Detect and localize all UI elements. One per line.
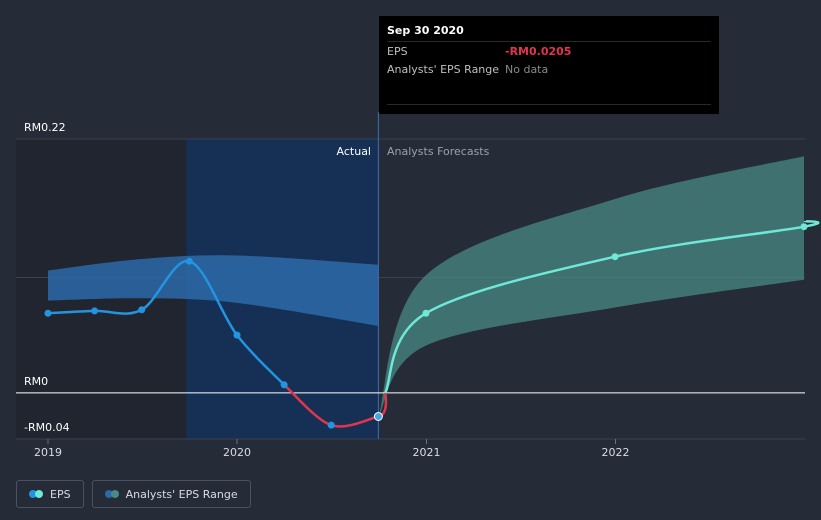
tooltip: Sep 30 2020 EPS -RM0.0205 Analysts' EPS … [379, 16, 719, 114]
analysts-eps-range-area [378, 156, 804, 417]
x-tick-label: 2022 [602, 446, 630, 459]
eps-actual-point[interactable] [280, 381, 288, 389]
eps-actual-point[interactable] [138, 306, 146, 314]
x-tick-label: 2019 [34, 446, 62, 459]
tooltip-date: Sep 30 2020 [387, 24, 464, 37]
eps-legend-icon [29, 490, 43, 498]
eps-actual-point[interactable] [233, 331, 241, 339]
legend-eps-label: EPS [50, 487, 71, 501]
eps-forecast-point[interactable] [800, 223, 808, 231]
tooltip-range-value: No data [505, 63, 549, 76]
forecast-label: Analysts Forecasts [387, 145, 490, 158]
eps-actual-point[interactable] [44, 309, 52, 317]
x-tick-label: 2020 [223, 446, 251, 459]
legend-range-button[interactable]: Analysts' EPS Range [91, 480, 251, 508]
tooltip-range-label: Analysts' EPS Range [387, 63, 500, 76]
legend-eps-button[interactable]: EPS [16, 480, 84, 508]
tooltip-eps-label: EPS [387, 45, 408, 58]
eps-actual-point[interactable] [185, 257, 193, 265]
eps-actual-point[interactable] [373, 412, 383, 421]
eps-forecast-line [384, 219, 820, 394]
legend: EPS Analysts' EPS Range [16, 480, 251, 508]
eps-actual-point[interactable] [327, 421, 335, 429]
range-legend-icon [104, 490, 119, 498]
x-tick-label: 2021 [413, 446, 441, 459]
x-axis-labels: 2019 2020 2021 2022 [34, 439, 630, 459]
y-tick-label: -RM0.04 [24, 421, 70, 434]
eps-series-points [44, 223, 808, 429]
actual-label: Actual [337, 145, 371, 158]
tooltip-range-row: Analysts' EPS Range No data [387, 60, 711, 78]
tooltip-eps-value: -RM0.0205 [505, 45, 572, 58]
y-tick-label: RM0.22 [24, 121, 66, 134]
legend-range-label: Analysts' EPS Range [125, 487, 238, 501]
eps-actual-point[interactable] [91, 307, 99, 315]
y-axis-labels: RM0.22 RM0 -RM0.04 [24, 121, 70, 434]
y-tick-label: RM0 [24, 375, 48, 388]
tooltip-divider [387, 104, 711, 105]
eps-forecast-point[interactable] [422, 309, 430, 317]
eps-forecast-point[interactable] [611, 253, 619, 261]
tooltip-eps-row: EPS -RM0.0205 [387, 41, 711, 60]
